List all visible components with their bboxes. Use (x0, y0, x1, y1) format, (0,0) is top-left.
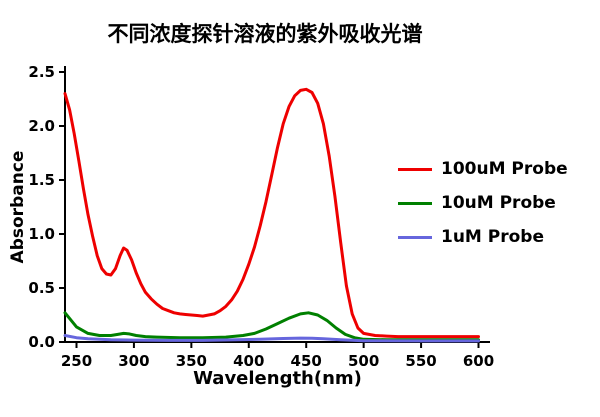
svg-text:550: 550 (405, 352, 436, 370)
svg-text:0.5: 0.5 (28, 279, 55, 297)
legend-item-1um: 1uM Probe (398, 220, 568, 254)
svg-text:2.0: 2.0 (28, 117, 55, 135)
legend-label-100um: 100uM Probe (441, 159, 568, 179)
svg-text:400: 400 (233, 352, 264, 370)
svg-text:1.0: 1.0 (28, 225, 55, 243)
svg-text:300: 300 (118, 352, 149, 370)
svg-text:350: 350 (176, 352, 207, 370)
svg-text:0.0: 0.0 (28, 333, 55, 351)
chart-title: 不同浓度探针溶液的紫外吸收光谱 (107, 22, 423, 46)
svg-text:250: 250 (61, 352, 92, 370)
legend-item-10um: 10uM Probe (398, 186, 568, 220)
legend-line-red (398, 167, 432, 171)
legend-label-10um: 10uM Probe (441, 193, 556, 213)
svg-text:450: 450 (291, 352, 322, 370)
svg-text:500: 500 (348, 352, 379, 370)
legend-label-1um: 1uM Probe (441, 227, 544, 247)
legend-line-green (398, 201, 432, 205)
x-axis-label: Wavelength(nm) (193, 368, 362, 389)
legend-item-100um: 100uM Probe (398, 152, 568, 186)
legend-line-blue (398, 235, 432, 239)
svg-text:1.5: 1.5 (28, 171, 55, 189)
legend: 100uM Probe 10uM Probe 1uM Probe (398, 152, 568, 254)
y-axis-label: Absorbance (8, 150, 28, 264)
svg-text:2.5: 2.5 (28, 63, 55, 81)
svg-text:600: 600 (463, 352, 494, 370)
